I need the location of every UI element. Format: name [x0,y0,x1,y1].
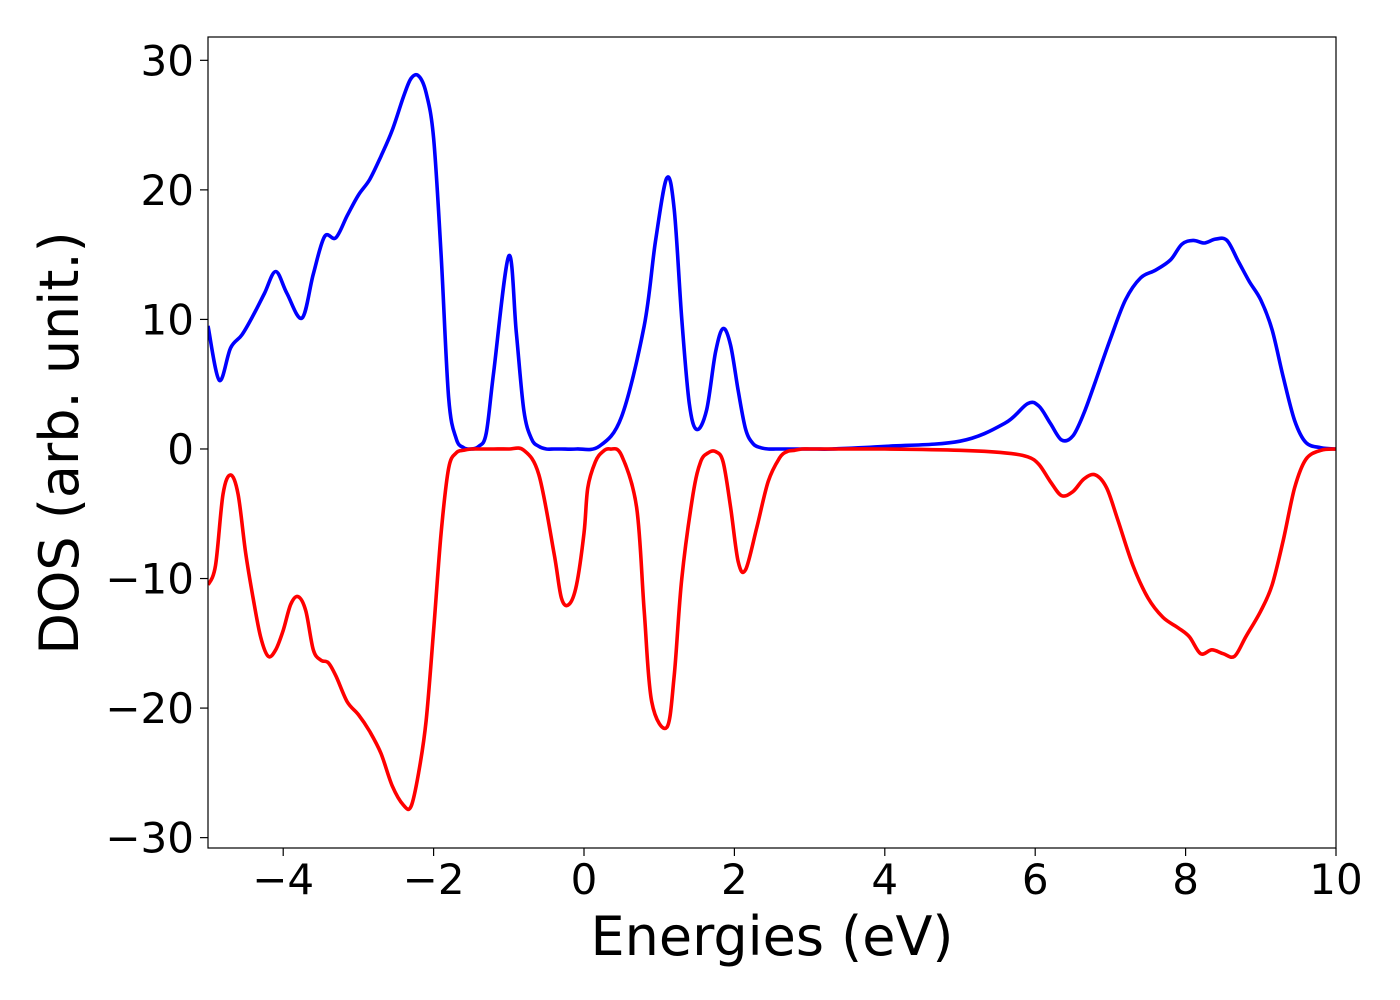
y-axis-ticks: 30 20 10 0 −10 −20 −30 [105,36,208,863]
plot-lines [208,72,1336,812]
x-tick-label: 2 [721,855,748,904]
y-axis-label: DOS (arb. unit.) [28,231,91,654]
x-axis-ticks: −4 −2 0 2 4 6 8 10 [252,848,1363,904]
x-tick-label: 4 [871,855,898,904]
spin-up-line [208,72,1336,452]
y-tick-label: 10 [141,295,194,344]
spin-down-line [208,446,1336,812]
x-tick-label: 6 [1022,855,1049,904]
y-tick-label: −30 [105,814,194,863]
y-tick-label: −20 [105,684,194,733]
x-tick-label: 0 [571,855,598,904]
x-tick-label: −2 [403,855,465,904]
x-tick-label: 10 [1309,855,1362,904]
x-tick-label: −4 [252,855,314,904]
plot-frame [207,36,1337,849]
x-tick-label: 8 [1172,855,1199,904]
y-tick-label: 20 [141,166,194,215]
y-tick-label: −10 [105,555,194,604]
y-tick-label: 30 [141,36,194,85]
x-axis-label: Energies (eV) [591,905,954,968]
y-tick-label: 0 [167,425,194,474]
